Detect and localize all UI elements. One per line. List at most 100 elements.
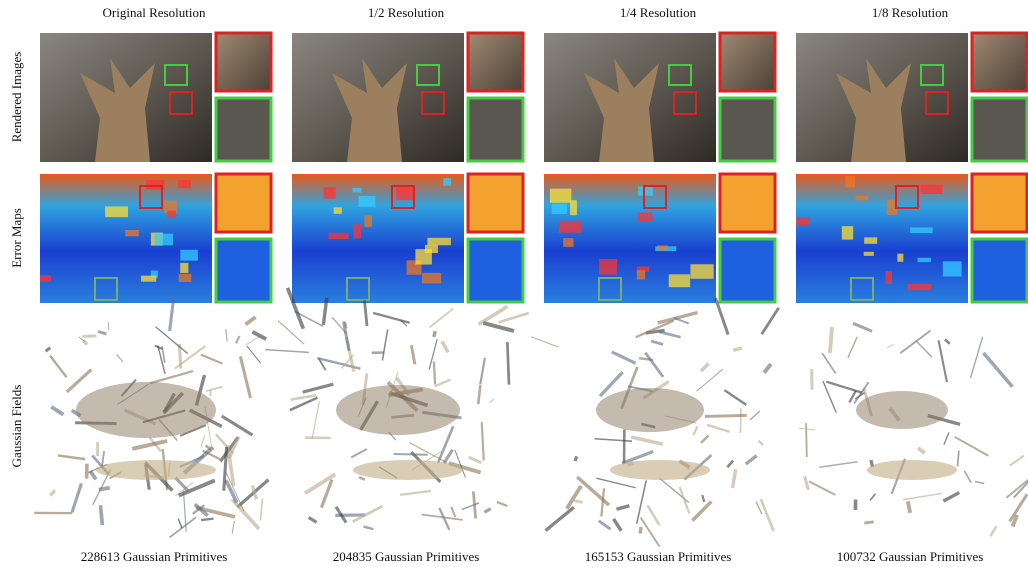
- gaussian-stroke: [822, 353, 836, 373]
- inset-red: [972, 33, 1027, 91]
- inset-green: [216, 239, 271, 302]
- gaussian-stroke: [887, 344, 894, 348]
- gaussian-ground: [353, 460, 463, 480]
- gaussian-stroke: [442, 341, 448, 352]
- gaussian-stroke: [531, 337, 558, 347]
- error-patch: [125, 230, 139, 236]
- gaussian-stroke: [245, 317, 255, 324]
- gaussian-stroke: [260, 499, 262, 521]
- gaussian-stroke: [222, 416, 253, 435]
- error-patch: [897, 254, 903, 262]
- gaussian-stroke: [1010, 494, 1027, 521]
- gaussian-stroke: [435, 380, 451, 387]
- gaussian-stroke: [252, 332, 266, 339]
- gaussian-stroke: [484, 509, 490, 513]
- gaussian-stroke: [252, 485, 256, 499]
- gaussian-stroke: [236, 336, 239, 343]
- column-header: 1/4 Resolution: [620, 5, 697, 20]
- gaussian-stroke: [964, 471, 971, 483]
- gaussian-stroke: [303, 384, 334, 392]
- gaussian-stroke: [724, 390, 746, 405]
- gaussian-stroke: [701, 435, 709, 442]
- gaussian-stroke: [693, 426, 697, 435]
- figure: Rendered Images Error Maps Gaussian Fiel…: [0, 0, 1028, 567]
- gaussian-stroke: [451, 507, 455, 517]
- gaussian-stroke: [1010, 456, 1024, 466]
- error-patch: [845, 176, 855, 188]
- gaussian-stroke: [740, 408, 741, 433]
- error-patch: [180, 263, 188, 273]
- gaussian-stroke: [819, 462, 857, 467]
- gaussian-cluster: [76, 382, 216, 438]
- error-patch: [552, 204, 567, 214]
- error-patch: [657, 245, 668, 250]
- gaussian-stroke: [483, 323, 514, 331]
- gaussian-stroke: [614, 519, 622, 531]
- gaussian-stroke: [400, 491, 431, 495]
- gaussian-stroke: [72, 483, 81, 512]
- inset-red: [468, 33, 523, 91]
- gaussian-stroke: [499, 313, 529, 322]
- gaussian-stroke: [150, 371, 193, 383]
- gaussian-stroke: [201, 355, 223, 364]
- caption: 228613 Gaussian Primitives: [81, 549, 228, 564]
- error-patch: [918, 258, 931, 262]
- gaussian-stroke: [823, 381, 836, 413]
- error-patch: [921, 184, 943, 194]
- gaussian-ground: [867, 460, 957, 480]
- gaussian-stroke: [756, 502, 762, 514]
- error-patch: [334, 207, 342, 213]
- gaussian-field: [799, 323, 1028, 536]
- error-patch: [864, 237, 877, 243]
- gaussian-stroke: [567, 486, 581, 509]
- gaussian-stroke: [727, 460, 733, 467]
- gaussian-stroke: [439, 508, 449, 530]
- gaussian-stroke: [132, 441, 167, 449]
- inset-red: [216, 33, 271, 91]
- gaussian-stroke: [546, 507, 574, 530]
- error-patch: [669, 274, 690, 287]
- error-map: [40, 174, 212, 303]
- gaussian-stroke: [98, 332, 106, 334]
- gaussian-stroke: [826, 382, 862, 393]
- gaussian-stroke: [156, 327, 188, 354]
- gaussian-stroke: [697, 369, 723, 391]
- gaussian-stroke: [226, 329, 227, 342]
- gaussian-stroke: [46, 348, 51, 352]
- gaussian-stroke: [507, 342, 509, 385]
- error-patch: [324, 187, 336, 199]
- gaussian-stroke: [958, 451, 959, 467]
- gaussian-stroke: [870, 494, 875, 501]
- gaussian-stroke: [908, 501, 910, 513]
- error-patch: [638, 186, 653, 195]
- gaussian-field: [531, 298, 779, 546]
- gaussian-stroke: [490, 399, 494, 403]
- gaussian-stroke: [216, 434, 233, 453]
- inset-red: [216, 174, 271, 232]
- column-header: 1/2 Resolution: [368, 5, 445, 20]
- gaussian-stroke: [617, 506, 630, 509]
- gaussian-stroke: [599, 521, 611, 529]
- error-patch: [559, 221, 582, 233]
- gaussian-stroke: [309, 517, 317, 522]
- gaussian-stroke: [382, 329, 387, 360]
- error-patch: [358, 196, 375, 207]
- gaussian-ground: [610, 460, 710, 480]
- error-patch: [396, 187, 413, 200]
- inset-red: [468, 174, 523, 232]
- error-patch: [637, 213, 652, 222]
- gaussian-field: [34, 298, 268, 537]
- gaussian-stroke: [462, 503, 479, 510]
- gaussian-stroke: [247, 346, 261, 363]
- error-patch: [415, 249, 431, 264]
- error-patch: [353, 188, 362, 193]
- inset-green: [972, 239, 1027, 302]
- error-patch: [856, 196, 868, 201]
- gaussian-stroke: [265, 350, 309, 353]
- gaussian-stroke: [364, 527, 374, 530]
- gaussian-stroke: [170, 298, 174, 331]
- gaussian-stroke: [206, 445, 212, 449]
- gaussian-stroke: [478, 385, 480, 404]
- gaussian-stroke: [848, 337, 857, 358]
- gaussian-stroke: [117, 354, 123, 362]
